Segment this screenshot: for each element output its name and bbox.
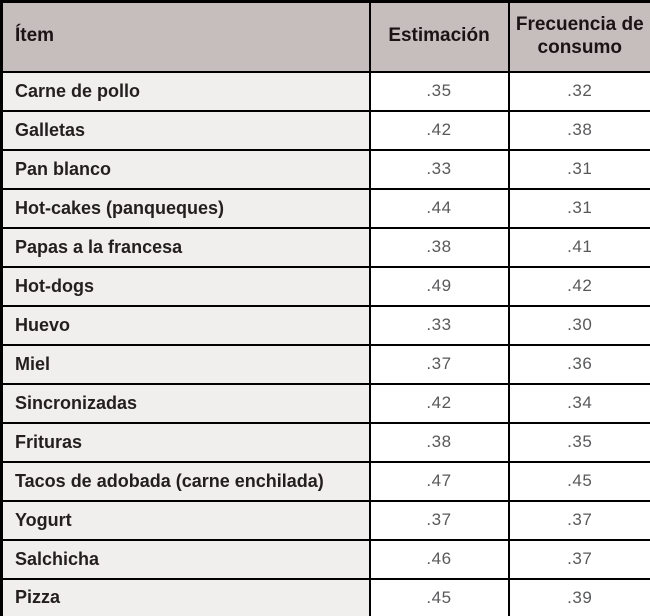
- estimacion-value-cell: .38: [368, 226, 510, 268]
- estimacion-value-cell: .42: [368, 382, 510, 424]
- item-name-cell: Miel: [0, 343, 371, 385]
- frecuencia-value-cell: .35: [507, 421, 650, 463]
- estimacion-value-cell: .47: [368, 460, 510, 502]
- item-name-cell: Hot-dogs: [0, 265, 371, 307]
- column-header-item: Ítem: [0, 0, 371, 73]
- frecuencia-value-cell: .37: [507, 499, 650, 541]
- estimacion-value-cell: .33: [368, 148, 510, 190]
- item-name-cell: Hot-cakes (panqueques): [0, 187, 371, 229]
- estimacion-value-cell: .45: [368, 577, 510, 616]
- table-row: Tacos de adobada (carne enchilada) .47.45: [0, 460, 650, 502]
- frecuencia-value-cell: .30: [507, 304, 650, 346]
- table-row: Hot-dogs .49.42: [0, 265, 650, 307]
- table-row: Papas a la francesa .38.41: [0, 226, 650, 268]
- table-row: Frituras .38.35: [0, 421, 650, 463]
- estimacion-value-cell: .33: [368, 304, 510, 346]
- frecuencia-value-cell: .31: [507, 148, 650, 190]
- item-name-cell: Carne de pollo: [0, 70, 371, 112]
- frecuencia-value-cell: .38: [507, 109, 650, 151]
- item-name-cell: Tacos de adobada (carne enchilada): [0, 460, 371, 502]
- estimacion-value-cell: .38: [368, 421, 510, 463]
- frecuencia-value-cell: .45: [507, 460, 650, 502]
- table-row: Miel .37.36: [0, 343, 650, 385]
- table-row: Pan blanco .33.31: [0, 148, 650, 190]
- item-name-cell: Pan blanco: [0, 148, 371, 190]
- estimacion-value-cell: .49: [368, 265, 510, 307]
- frecuencia-value-cell: .37: [507, 538, 650, 580]
- frecuencia-value-cell: .36: [507, 343, 650, 385]
- frecuencia-value-cell: .31: [507, 187, 650, 229]
- table-row: Galletas .42.38: [0, 109, 650, 151]
- estimacion-value-cell: .37: [368, 499, 510, 541]
- table-body: Carne de pollo .35.32 Galletas .42.38 Pan bl…: [0, 70, 650, 616]
- item-name-cell: Sincronizadas: [0, 382, 371, 424]
- estimacion-value-cell: .37: [368, 343, 510, 385]
- table-row: Yogurt .37.37: [0, 499, 650, 541]
- table-row: Huevo .33.30: [0, 304, 650, 346]
- item-name-cell: Papas a la francesa: [0, 226, 371, 268]
- item-name-cell: Yogurt: [0, 499, 371, 541]
- frecuencia-value-cell: .32: [507, 70, 650, 112]
- frecuencia-value-cell: .41: [507, 226, 650, 268]
- item-name-cell: Pizza: [0, 577, 371, 616]
- item-name-cell: Salchicha: [0, 538, 371, 580]
- table-row: Sincronizadas .42.34: [0, 382, 650, 424]
- item-name-cell: Frituras: [0, 421, 371, 463]
- header-row: Ítem Estimación Frecuencia de consumo: [0, 0, 650, 73]
- frecuencia-value-cell: .34: [507, 382, 650, 424]
- table-row: Hot-cakes (panqueques) .44.31: [0, 187, 650, 229]
- table-row: Salchicha .46.37: [0, 538, 650, 580]
- estimacion-value-cell: .42: [368, 109, 510, 151]
- frecuencia-value-cell: .42: [507, 265, 650, 307]
- frecuencia-value-cell: .39: [507, 577, 650, 616]
- table-row: Pizza .45.39: [0, 577, 650, 616]
- estimacion-value-cell: .46: [368, 538, 510, 580]
- table-row: Carne de pollo .35.32: [0, 70, 650, 112]
- column-header-frecuencia: Frecuencia de consumo: [507, 0, 650, 73]
- estimacion-value-cell: .44: [368, 187, 510, 229]
- estimacion-value-cell: .35: [368, 70, 510, 112]
- item-name-cell: Huevo: [0, 304, 371, 346]
- item-name-cell: Galletas: [0, 109, 371, 151]
- column-header-estimacion: Estimación: [368, 0, 510, 73]
